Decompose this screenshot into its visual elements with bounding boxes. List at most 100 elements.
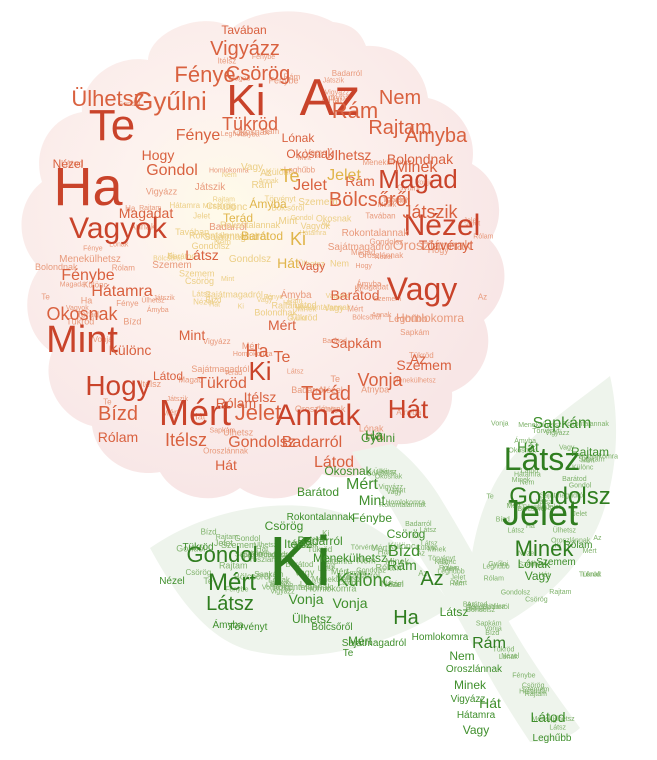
cloud-word: Barátod	[297, 485, 339, 499]
cloud-word: Látod	[153, 369, 183, 383]
cloud-word-small: Mint	[298, 155, 311, 162]
cloud-word-small: Te	[103, 398, 112, 407]
cloud-word: Gondol	[187, 542, 258, 567]
cloud-word: Nézel	[159, 576, 185, 587]
cloud-word-small: Vagy	[257, 297, 273, 304]
cloud-word: Te	[274, 349, 291, 366]
cloud-word-small: Itélsz	[468, 606, 485, 613]
cloud-word: Különc	[217, 202, 248, 213]
cloud-word-small: Lónak	[582, 571, 602, 578]
cloud-word-small: Látsz	[536, 499, 553, 506]
cloud-word-small: Okosnak	[375, 474, 403, 481]
cloud-word: Mért	[346, 476, 379, 493]
cloud-word-small: Rajtam	[549, 589, 571, 596]
cloud-word-small: Sapkám	[476, 620, 502, 627]
cloud-word: Okosnak	[46, 304, 118, 324]
cloud-word-small: Vagy	[559, 445, 575, 452]
cloud-word-small: Nem	[214, 238, 231, 247]
cloud-word: Minek	[454, 678, 487, 692]
cloud-word: Rám	[251, 180, 272, 191]
cloud-word-small: Rajtam	[213, 196, 235, 203]
cloud-word-small: Annak	[130, 222, 156, 232]
cloud-word: Ülhetsz	[292, 612, 332, 626]
cloud-word: Mért	[348, 634, 373, 648]
cloud-word-small: Látsz	[421, 540, 438, 547]
cloud-word: Különc	[336, 570, 391, 590]
cloud-word: Jelet	[235, 400, 281, 425]
cloud-word-small: Minek	[427, 547, 446, 554]
cloud-word-small: Tükröd	[493, 647, 515, 654]
cloud-word: Rajtam	[368, 117, 431, 139]
cloud-word-small: Jelet	[464, 218, 479, 225]
cloud-word-small: Barátod	[562, 476, 587, 483]
cloud-word: Okosnak	[324, 464, 372, 478]
cloud-word-small: Leghűbb	[284, 166, 316, 175]
left-leaf-shape	[150, 505, 452, 656]
cloud-word-small: Az	[467, 601, 476, 608]
cloud-word: Gyűlni	[133, 86, 207, 116]
cloud-word: Minek	[395, 159, 439, 176]
cloud-word-small: Badarról	[405, 521, 432, 528]
cloud-word-small: Vagy	[386, 489, 402, 496]
cloud-word-small: Vagyok	[326, 293, 349, 300]
cloud-word: Vagy	[241, 162, 263, 173]
cloud-word-small: Bölcsőről	[367, 470, 396, 477]
cloud-word-small: Ha	[125, 204, 136, 213]
cloud-word-small: Rám	[288, 298, 303, 305]
cloud-word-small: Minek	[251, 550, 270, 557]
cloud-word: Nem	[449, 649, 474, 663]
cloud-word-small: Rokontalannak	[379, 502, 426, 509]
cloud-word-small: Tükröd	[66, 316, 94, 326]
cloud-word-small: Ha	[283, 300, 292, 307]
cloud-word-small: Vigyázz	[379, 484, 404, 491]
cloud-word-small: Hátamra	[514, 472, 541, 479]
words-layer: Leghűbb Hátamra Vigyázz Szemem Homlokomra Ülh…	[35, 23, 618, 744]
cloud-word: Ki	[248, 356, 271, 386]
cloud-word: Bízd	[388, 543, 420, 560]
cloud-word: Sajátmagadról	[328, 242, 392, 253]
cloud-word-small: Különc	[572, 465, 594, 472]
cloud-word-small: Homlokomra	[305, 584, 356, 594]
flower-head-shape	[21, 11, 505, 499]
cloud-word-small: Ha	[526, 523, 535, 530]
cloud-word: Mint	[179, 327, 206, 343]
cloud-word-small: Gondol	[569, 483, 592, 490]
cloud-word-small: Hát	[378, 547, 391, 556]
cloud-word-small: Mint	[320, 562, 336, 571]
cloud-word: Ülhetsz	[71, 86, 144, 111]
cloud-word-small: Fénye	[264, 294, 284, 301]
cloud-word: Ha	[393, 607, 419, 629]
cloud-word: Fénye	[174, 62, 235, 87]
cloud-word: Különc	[109, 342, 152, 358]
cloud-word: Sapkám	[533, 415, 592, 432]
cloud-word-small: Leghűbb	[482, 564, 509, 571]
cloud-word: Ülhetsz	[325, 146, 372, 163]
cloud-word: Vigyázz	[451, 694, 486, 705]
cloud-word-small: Okosnak	[290, 543, 318, 550]
cloud-word: Hát	[517, 439, 539, 455]
cloud-word: Lónak	[518, 557, 552, 571]
cloud-word-small: Szemem	[221, 540, 257, 550]
cloud-word-small: Jelet	[214, 538, 234, 548]
cloud-word-small: Gyűlni	[293, 541, 313, 548]
cloud-word-small: Gondolsz	[356, 568, 386, 575]
cloud-word-small: Sajátmagadról	[191, 364, 249, 374]
cloud-word: Szemem	[536, 557, 575, 568]
cloud-word-small: Rám	[508, 500, 523, 507]
cloud-word-small: Látsz	[549, 724, 566, 731]
cloud-word-small: Tavában	[175, 227, 209, 237]
cloud-word-small: Okosnak	[508, 447, 536, 454]
cloud-word: Badarról	[209, 222, 247, 233]
cloud-word: Gondolsz	[228, 434, 296, 451]
cloud-word-small: Látsz	[508, 528, 525, 535]
cloud-word-small: Csörög	[185, 276, 214, 286]
cloud-word: Ki	[269, 522, 331, 600]
cloud-word: Itélsz	[165, 430, 207, 450]
cloud-word-small: Ki	[322, 529, 329, 538]
cloud-word: Nézel	[53, 157, 84, 171]
cloud-word-small: Ámyba	[514, 436, 536, 445]
cloud-word: Magad	[378, 164, 458, 194]
cloud-word-small: Mért	[336, 575, 350, 582]
cloud-word: Mért	[208, 569, 256, 596]
cloud-word: Hogy	[85, 370, 150, 401]
